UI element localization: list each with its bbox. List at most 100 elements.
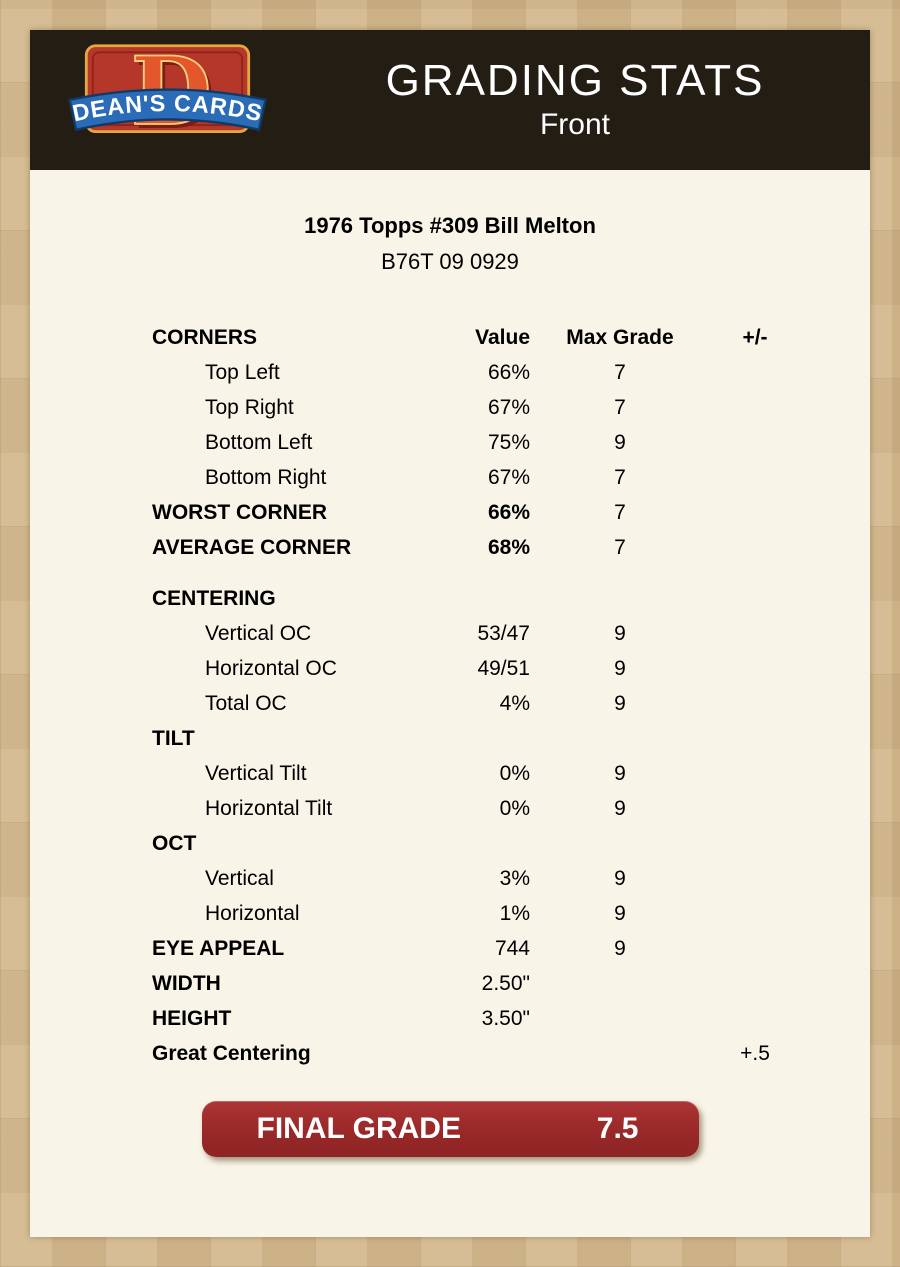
table-row: Vertical 3% 9	[152, 861, 870, 896]
cell-pm	[710, 581, 800, 616]
cell-pm	[710, 826, 800, 861]
cell-value: 67%	[487, 466, 530, 489]
cell-pm	[710, 861, 800, 896]
cell-pm	[710, 756, 800, 791]
cell-max: 7	[614, 361, 626, 384]
cell-label: Horizontal	[205, 902, 300, 925]
report-panel: 1976 Topps #309 Bill Melton B76T 09 0929…	[30, 170, 870, 1237]
cell-value	[412, 721, 530, 756]
cell-label: Top Right	[205, 396, 294, 419]
cell-label: TILT	[152, 727, 195, 750]
report-frame: D D DEAN'S CARDS GRADING STATS Front 197…	[30, 30, 870, 1237]
cell-max: 7	[614, 466, 626, 489]
cell-max: 7	[614, 501, 626, 524]
table-row: CORNERS Value Max Grade +/-	[152, 320, 870, 355]
cell-max: 9	[614, 622, 626, 645]
table-row: AVERAGE CORNER 68% 7	[152, 530, 870, 565]
cell-pm	[710, 966, 800, 1001]
table-row: HEIGHT 3.50"	[152, 1001, 870, 1036]
header-bar: D D DEAN'S CARDS GRADING STATS Front	[30, 30, 870, 170]
cell-pm	[710, 791, 800, 826]
cell-max: 9	[614, 867, 626, 890]
table-row: Horizontal OC 49/51 9	[152, 651, 870, 686]
table-row: Horizontal Tilt 0% 9	[152, 791, 870, 826]
cell-value	[412, 1036, 530, 1071]
cell-label: Top Left	[205, 361, 280, 384]
cell-label: Vertical OC	[205, 622, 312, 645]
table-row: Vertical OC 53/47 9	[152, 616, 870, 651]
cell-max: 9	[614, 657, 626, 680]
cell-pm	[710, 355, 800, 390]
card-title: 1976 Topps #309 Bill Melton	[304, 213, 596, 238]
table-row: Vertical Tilt 0% 9	[152, 756, 870, 791]
cell-pm	[710, 390, 800, 425]
cell-max	[530, 826, 710, 861]
page-title: GRADING STATS	[385, 56, 765, 105]
page-subtitle: Front	[539, 108, 611, 141]
cell-value: Value	[475, 326, 530, 349]
cell-value: 66%	[487, 361, 530, 384]
table-row: WORST CORNER 66% 7	[152, 495, 870, 530]
cell-pm	[710, 896, 800, 931]
cell-max	[530, 721, 710, 756]
cell-max: 9	[614, 902, 626, 925]
cell-max	[530, 1036, 710, 1071]
cell-value: 75%	[487, 431, 530, 454]
cell-max	[530, 966, 710, 1001]
cell-label: Great Centering	[152, 1042, 311, 1065]
cell-pm	[710, 425, 800, 460]
final-grade-button: FINAL GRADE 7.5	[201, 1101, 699, 1157]
cell-value: 53/47	[477, 622, 530, 645]
cell-label: Horizontal OC	[205, 657, 337, 680]
table-row: OCT	[152, 826, 870, 861]
cell-label: CENTERING	[152, 587, 276, 610]
cell-label: Vertical Tilt	[205, 762, 307, 785]
cell-pm	[710, 616, 800, 651]
cell-pm	[710, 651, 800, 686]
logo-card-inner-border	[91, 50, 244, 126]
cell-pm	[710, 721, 800, 756]
cell-pm	[710, 1001, 800, 1036]
cell-value: 4%	[499, 692, 530, 715]
cell-max: 9	[614, 431, 626, 454]
cell-pm	[710, 460, 800, 495]
cell-label: WIDTH	[152, 972, 221, 995]
cell-max: Max Grade	[566, 326, 674, 349]
cell-label: CORNERS	[152, 326, 258, 349]
cell-value: 2.50"	[481, 972, 530, 995]
final-grade-label: FINAL GRADE	[256, 1112, 461, 1145]
cell-value: 744	[494, 937, 530, 960]
cell-label: HEIGHT	[152, 1007, 232, 1030]
cell-max: 7	[614, 396, 626, 419]
cell-max: 9	[614, 937, 626, 960]
table-row: Bottom Left 75% 9	[152, 425, 870, 460]
table-row: Bottom Right 67% 7	[152, 460, 870, 495]
cell-label: Horizontal Tilt	[205, 797, 333, 820]
cell-max	[530, 1001, 710, 1036]
cell-label: WORST CORNER	[152, 501, 327, 524]
cell-pm	[710, 931, 800, 966]
cell-max: 9	[614, 797, 626, 820]
cell-value	[412, 826, 530, 861]
table-row: EYE APPEAL 744 9	[152, 931, 870, 966]
deans-cards-logo-art: D D DEAN'S CARDS	[68, 36, 267, 150]
cell-pm: +.5	[740, 1042, 770, 1065]
grading-table: CORNERS Value Max Grade +/- Top Left 66% 7 Top …	[30, 320, 870, 1071]
table-row: Top Right 67% 7	[152, 390, 870, 425]
card-code: B76T 09 0929	[381, 249, 519, 274]
cell-value	[412, 581, 530, 616]
cell-pm	[710, 686, 800, 721]
table-row: WIDTH 2.50"	[152, 966, 870, 1001]
table-row: Total OC 4% 9	[152, 686, 870, 721]
cell-max	[530, 581, 710, 616]
cell-pm	[710, 495, 800, 530]
cell-value: 66%	[487, 501, 530, 524]
cell-value: 67%	[487, 396, 530, 419]
cell-pm: +/-	[742, 326, 768, 349]
cell-pm	[710, 530, 800, 565]
cell-value: 68%	[487, 536, 530, 559]
table-row: Great Centering +.5	[152, 1036, 870, 1071]
deans-cards-logo[interactable]: D D DEAN'S CARDS	[30, 36, 280, 159]
cell-label: Bottom Right	[205, 466, 327, 489]
